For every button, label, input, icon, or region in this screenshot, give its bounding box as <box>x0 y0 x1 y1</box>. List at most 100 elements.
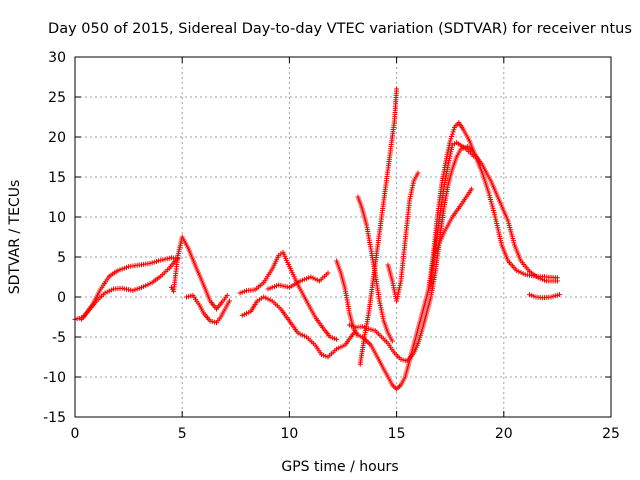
data-point-marker <box>274 283 279 289</box>
data-point-marker <box>108 287 114 293</box>
data-point-marker <box>334 336 340 342</box>
data-point-marker <box>492 212 498 218</box>
plot-frame <box>74 56 612 418</box>
data-series <box>72 86 562 392</box>
y-tick-label: -10 <box>43 370 66 386</box>
data-point-marker <box>351 324 357 330</box>
data-point-marker <box>156 258 162 264</box>
data-point-marker <box>506 220 512 226</box>
data-point-marker <box>469 186 475 192</box>
data-point-marker <box>224 292 230 298</box>
data-point-marker <box>550 293 556 299</box>
x-tick-label: 15 <box>388 426 406 442</box>
series-track-c <box>169 234 230 312</box>
data-point-marker <box>447 138 453 144</box>
data-point-marker <box>141 284 147 290</box>
data-point-marker <box>394 86 400 92</box>
y-tick-label: 15 <box>48 170 66 186</box>
data-point-marker <box>527 292 532 298</box>
data-point-marker <box>147 260 153 266</box>
data-point-marker <box>308 274 314 280</box>
data-point-marker <box>102 290 108 296</box>
data-point-marker <box>489 201 495 207</box>
y-tick-label: 10 <box>48 210 66 226</box>
x-tick-label: 10 <box>280 426 298 442</box>
data-point-marker <box>488 197 493 202</box>
series-track-d <box>184 292 232 326</box>
data-point-marker <box>263 295 269 301</box>
series-track-l <box>385 170 421 304</box>
series-track-g <box>265 270 331 292</box>
data-point-marker <box>327 334 333 340</box>
data-point-marker <box>301 333 307 339</box>
data-point-marker <box>209 319 215 324</box>
data-point-marker <box>244 310 249 316</box>
data-point-marker <box>509 233 515 239</box>
data-point-marker <box>346 322 352 328</box>
series-track-m <box>426 120 560 292</box>
data-point-marker <box>297 331 303 337</box>
y-tick-label: 25 <box>48 90 66 106</box>
data-point-marker <box>458 146 464 152</box>
x-tick-label: 5 <box>178 426 187 442</box>
data-point-marker <box>239 289 245 295</box>
series-track-f <box>239 294 357 360</box>
data-point-marker <box>355 332 361 338</box>
data-point-marker <box>132 287 138 293</box>
data-point-marker <box>537 276 543 282</box>
data-point-marker <box>542 277 547 283</box>
series-track-p <box>527 292 562 301</box>
data-point-marker <box>462 144 468 150</box>
series-track-b <box>78 257 179 322</box>
data-point-marker <box>269 284 275 290</box>
series-track-e <box>237 249 340 342</box>
data-point-marker <box>490 205 496 211</box>
y-tick-label: -15 <box>43 410 66 426</box>
data-point-marker <box>448 136 454 142</box>
data-point-marker <box>450 129 456 135</box>
data-point-marker <box>151 259 157 265</box>
data-point-marker <box>486 190 492 196</box>
data-point-marker <box>554 278 560 284</box>
data-point-marker <box>451 127 457 133</box>
data-point-marker <box>147 281 153 287</box>
data-point-marker <box>449 134 455 139</box>
y-axis-label: SDTVAR / TECUs <box>7 180 23 295</box>
data-point-marker <box>312 276 318 282</box>
data-point-marker <box>336 345 342 351</box>
data-point-marker <box>186 294 192 299</box>
chart-title: Day 050 of 2015, Sidereal Day-to-day VTE… <box>48 21 632 37</box>
data-point-marker <box>415 170 421 176</box>
data-point-marker <box>301 276 307 282</box>
data-point-marker <box>325 270 331 276</box>
data-point-marker <box>516 269 522 275</box>
y-tick-label: 5 <box>57 250 66 266</box>
data-point-marker <box>226 298 232 304</box>
data-point-marker <box>508 229 514 235</box>
x-axis-label: GPS time / hours <box>281 459 398 475</box>
series-track-o <box>432 186 475 256</box>
x-tick-label: 20 <box>495 426 513 442</box>
data-point-marker <box>323 353 329 359</box>
x-tick-label: 0 <box>71 426 80 442</box>
y-tick-label: 20 <box>48 130 66 146</box>
data-point-marker <box>400 357 406 363</box>
data-point-marker <box>488 199 494 205</box>
data-point-marker <box>507 227 513 233</box>
data-point-marker <box>331 336 337 342</box>
series-track-k <box>357 86 400 367</box>
y-tick-label: -5 <box>52 330 66 346</box>
data-point-marker <box>511 240 517 246</box>
data-point-marker <box>121 265 127 271</box>
y-tick-label: 0 <box>57 290 66 306</box>
data-point-marker <box>136 285 142 291</box>
data-point-marker <box>297 278 303 284</box>
data-point-marker <box>449 131 455 137</box>
data-point-marker <box>507 225 513 230</box>
series-track-n <box>471 150 560 284</box>
data-point-marker <box>531 293 537 299</box>
data-point-marker <box>389 338 395 344</box>
data-point-marker <box>117 267 123 273</box>
